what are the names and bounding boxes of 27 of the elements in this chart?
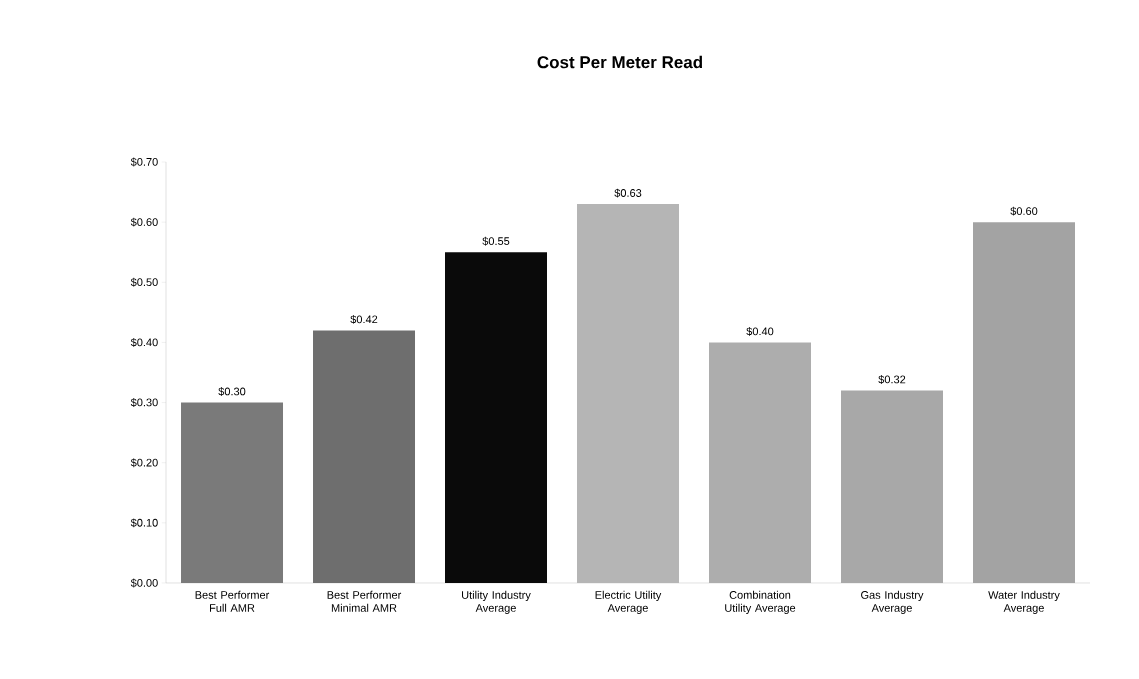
x-tick-label: Utility Industry Average bbox=[462, 590, 531, 615]
data-label: $0.42 bbox=[350, 314, 378, 324]
data-label: $0.60 bbox=[1010, 206, 1038, 216]
data-label: $0.32 bbox=[878, 375, 906, 384]
x-tick-label: Electric Utility Average bbox=[595, 590, 662, 615]
bar bbox=[973, 222, 1075, 583]
x-tick-label: Best Performer Full AMR bbox=[195, 590, 270, 612]
y-tick-label: $0.20 bbox=[130, 458, 158, 468]
x-tick-label: Best Performer Minimal AMR bbox=[327, 590, 402, 612]
data-label: $0.30 bbox=[218, 387, 246, 397]
data-label: $0.40 bbox=[746, 326, 774, 336]
bar bbox=[181, 402, 284, 583]
y-tick-label: $0.30 bbox=[130, 398, 158, 408]
x-tick-label: Gas Industry Average bbox=[861, 590, 924, 615]
chart-title: Cost Per Meter Read bbox=[537, 55, 702, 69]
y-tick-label: $0.70 bbox=[130, 157, 158, 167]
y-tick-label: $0.50 bbox=[130, 277, 158, 287]
y-tick-label: $0.60 bbox=[130, 217, 158, 227]
data-label: $0.63 bbox=[614, 188, 642, 198]
y-tick-label: $0.40 bbox=[130, 337, 158, 347]
bar bbox=[313, 330, 416, 583]
x-tick-label: Combination Utility Average bbox=[725, 590, 796, 615]
x-tick-label: Water Industry Average bbox=[988, 590, 1060, 615]
y-tick-label: $0.00 bbox=[130, 578, 158, 588]
data-label: $0.55 bbox=[482, 236, 510, 246]
bar bbox=[445, 252, 548, 583]
y-tick-label: $0.10 bbox=[130, 518, 158, 528]
